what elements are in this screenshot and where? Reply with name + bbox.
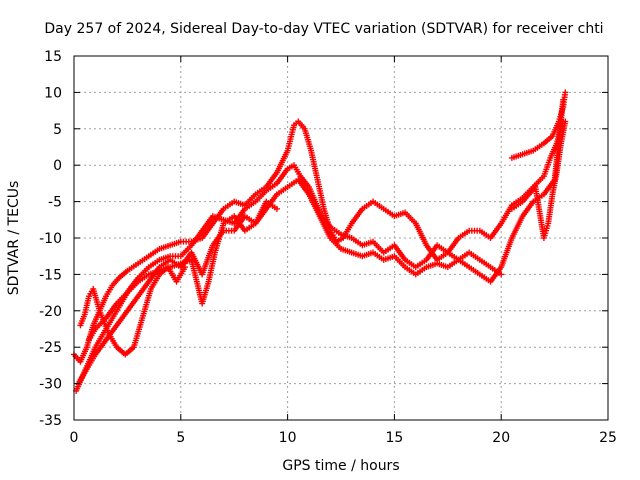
y-tick-label: 0	[53, 158, 62, 174]
x-axis-label: GPS time / hours	[282, 458, 399, 474]
x-tick-label: 10	[279, 430, 297, 446]
tick-labels: 0 5 10 15 20 25 -35 -30 -25 -20 -15 -10 -5 0 5 10 15	[39, 49, 617, 446]
y-axis-label: SDTVAR / TECUs	[6, 181, 22, 296]
y-tick-label: -30	[39, 377, 62, 393]
data-point-track-c	[498, 271, 505, 278]
x-tick-label: 15	[385, 430, 403, 446]
y-tick-label: -5	[48, 195, 62, 211]
y-tick-label: -15	[39, 267, 62, 283]
data-point-track-g	[562, 89, 569, 96]
data-points	[71, 89, 569, 394]
y-tick-label: 5	[53, 122, 62, 138]
chart-title: Day 257 of 2024, Sidereal Day-to-day VTE…	[44, 21, 603, 37]
x-tick-label: 0	[70, 430, 79, 446]
y-tick-label: -20	[39, 304, 62, 320]
x-tick-label: 20	[492, 430, 510, 446]
y-tick-label: -25	[39, 340, 62, 356]
x-tick-label: 5	[176, 430, 185, 446]
data-point-track-f	[562, 118, 569, 125]
y-tick-label: -35	[39, 413, 62, 429]
data-point-track-d	[273, 205, 280, 212]
y-tick-label: 15	[44, 49, 62, 65]
y-tick-label: -10	[39, 231, 62, 247]
axis-ticks	[73, 55, 609, 421]
data-point-track-e	[182, 264, 189, 271]
x-tick-label: 25	[599, 430, 617, 446]
y-tick-label: 10	[44, 85, 62, 101]
